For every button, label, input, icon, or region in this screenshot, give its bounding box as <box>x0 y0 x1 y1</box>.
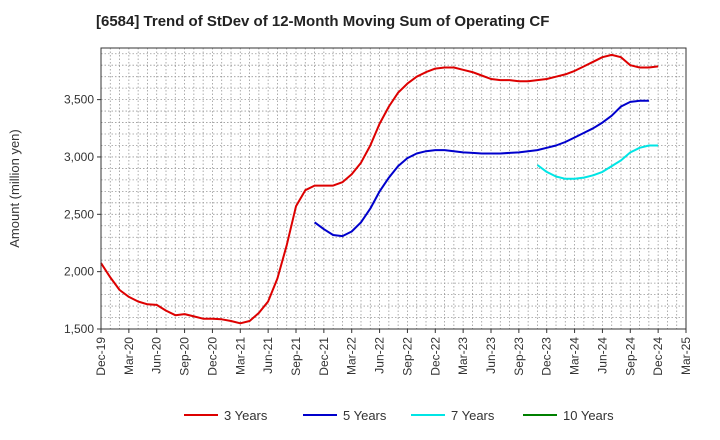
x-tick-label: Mar-22 <box>345 337 359 375</box>
x-tick-label: Dec-19 <box>94 337 108 376</box>
grid <box>101 48 686 329</box>
x-tick-label: Sep-23 <box>512 337 526 376</box>
x-tick-label: Jun-21 <box>261 337 275 374</box>
x-tick-label: Sep-20 <box>178 337 192 376</box>
y-axis-label: Amount (million yen) <box>7 129 22 248</box>
plot-frame <box>100 47 687 330</box>
series-line-5-years <box>314 99 649 238</box>
y-tick-label: 3,500 <box>64 93 94 107</box>
series-layer <box>100 53 659 325</box>
series-line-3-years <box>100 53 659 325</box>
x-tick-label: Sep-21 <box>289 337 303 376</box>
x-tick-label: Sep-24 <box>623 337 637 376</box>
y-tick-label: 3,000 <box>64 150 94 164</box>
legend-label: 10 Years <box>563 408 614 423</box>
chart-title: [6584] Trend of StDev of 12-Month Moving… <box>96 13 549 30</box>
x-axis: Dec-19 Mar-20 Jun-20 Sep-20 Dec-20 Mar-21 Jun-… <box>94 329 693 376</box>
x-tick-label: Jun-23 <box>484 337 498 374</box>
y-tick-label: 2,000 <box>64 265 94 279</box>
x-tick-label: Mar-20 <box>122 337 136 375</box>
x-tick-label: Mar-21 <box>233 337 247 375</box>
legend: 3 Years 5 Years 7 Years 10 Years <box>184 408 614 423</box>
x-tick-label: Dec-20 <box>205 337 219 376</box>
x-tick-label: Jun-20 <box>150 337 164 374</box>
x-tick-label: Mar-25 <box>679 337 693 375</box>
series-line-7-years <box>536 144 659 180</box>
y-tick-label: 1,500 <box>64 322 94 336</box>
x-tick-label: Dec-24 <box>651 337 665 376</box>
x-tick-label: Dec-21 <box>317 337 331 376</box>
x-tick-label: Jun-24 <box>595 337 609 374</box>
y-axis: 1,500 2,000 2,500 3,000 3,500 <box>64 93 101 336</box>
x-tick-label: Sep-22 <box>400 337 414 376</box>
legend-label: 5 Years <box>343 408 387 423</box>
legend-label: 7 Years <box>451 408 495 423</box>
x-tick-label: Mar-24 <box>568 337 582 375</box>
x-tick-label: Mar-23 <box>456 337 470 375</box>
x-tick-label: Dec-22 <box>428 337 442 376</box>
legend-label: 3 Years <box>224 408 268 423</box>
x-tick-label: Dec-23 <box>540 337 554 376</box>
x-tick-label: Jun-22 <box>373 337 387 374</box>
y-tick-label: 2,500 <box>64 207 94 221</box>
